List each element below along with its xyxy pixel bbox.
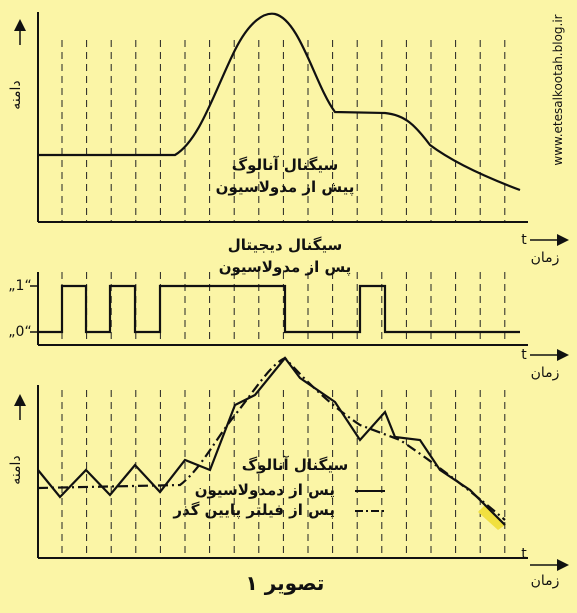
x-symbol: t [521, 546, 527, 562]
caption: پیش از مدولاسیون [216, 178, 355, 197]
time-grid [61, 390, 506, 558]
caption: سیگنال آنالوگ [232, 156, 338, 174]
x-symbol: t [521, 347, 527, 363]
caption: سیگنال دیجیتال [228, 236, 343, 254]
watermark: www.etesalkootah.blog.ir [551, 14, 565, 165]
caption: سیگنال آنالوگ [242, 456, 348, 474]
time-grid [61, 40, 506, 222]
x-label: زمان [531, 250, 560, 266]
demodulated-signal [37, 356, 506, 526]
legend-entry: پس از دمدولاسیون [195, 481, 335, 500]
x-label: زمان [531, 365, 560, 381]
digital-signal [38, 284, 520, 334]
caption: پس از مدولاسیون [219, 258, 352, 277]
x-label: زمان [531, 573, 560, 589]
level-label: „0“ [8, 324, 31, 340]
level-label: „1“ [8, 278, 31, 294]
highlight [478, 505, 505, 530]
y-label: دامنه [8, 80, 24, 109]
analog-signal [38, 12, 521, 192]
x-symbol: t [521, 232, 527, 248]
legend-entry: پس از فیلتر پایین گذر [172, 501, 335, 520]
figure-caption: تصویر ۱ [246, 571, 325, 595]
y-label: دامنه [8, 455, 24, 484]
